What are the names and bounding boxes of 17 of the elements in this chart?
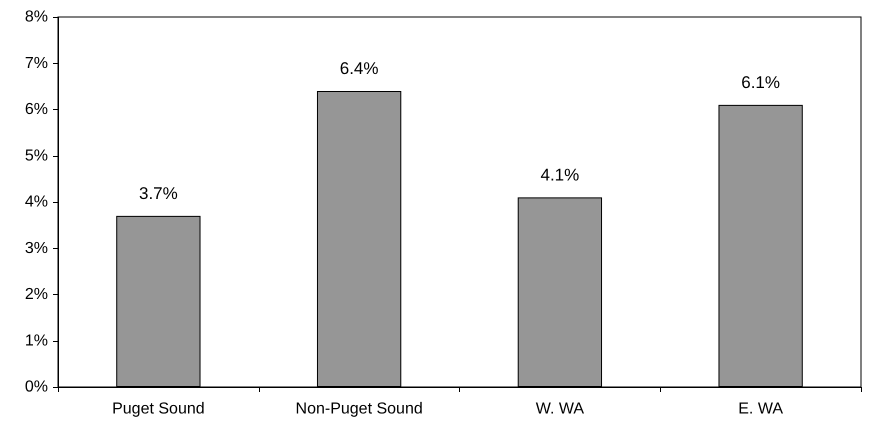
data-label: 6.4% bbox=[340, 59, 378, 78]
y-tick-label: 5% bbox=[24, 147, 48, 164]
x-tick-label: E. WA bbox=[738, 400, 784, 418]
x-tick-label: Puget Sound bbox=[112, 400, 205, 418]
data-label: 4.1% bbox=[540, 165, 580, 184]
data-label: 6.1% bbox=[741, 72, 780, 92]
y-tick-label: 1% bbox=[24, 332, 48, 350]
x-tick-label: Non-Puget Sound bbox=[296, 400, 423, 418]
y-tick-label: 8% bbox=[24, 8, 48, 26]
y-tick-label: 7% bbox=[24, 54, 48, 72]
y-tick-label: 0% bbox=[24, 378, 48, 396]
y-tick-label: 6% bbox=[24, 101, 48, 118]
y-tick-label: 4% bbox=[24, 194, 48, 210]
y-tick-label: 2% bbox=[24, 286, 48, 303]
y-tick-label: 3% bbox=[24, 240, 48, 257]
data-label: 3.7% bbox=[139, 184, 178, 203]
x-tick-label: W. WA bbox=[536, 400, 584, 418]
